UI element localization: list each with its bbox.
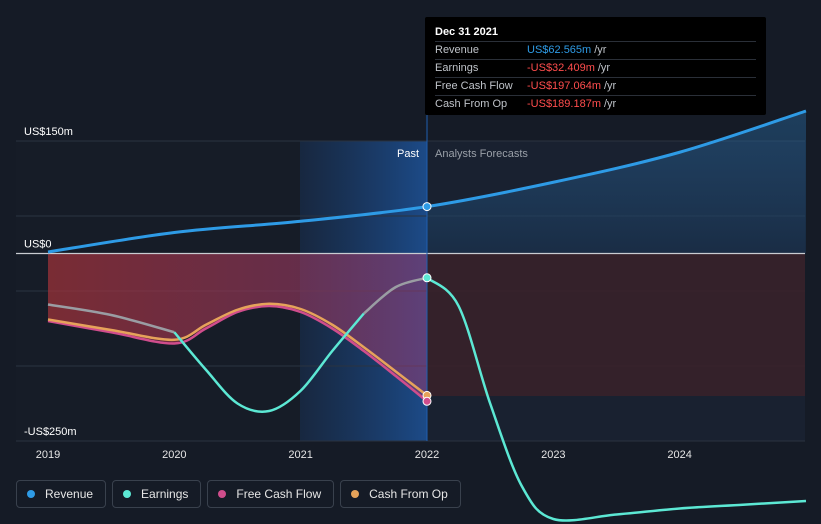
tooltip-label: Free Cash Flow — [435, 80, 513, 92]
marker-earnings — [422, 273, 432, 283]
legend-label: Earnings — [141, 487, 189, 501]
legend-dot-icon — [351, 490, 360, 498]
tooltip-date: Dec 31 2021 — [435, 26, 498, 38]
x-tick-label: 2020 — [162, 449, 186, 461]
legend-item-earnings[interactable]: Earnings — [112, 480, 202, 508]
legend-item-revenue[interactable]: Revenue — [16, 480, 107, 508]
forecast-negative-area — [427, 253, 805, 396]
legend-dot-icon — [218, 490, 227, 498]
tooltip-unit: /yr — [604, 80, 617, 92]
legend-item-cash-from-op[interactable]: Cash From Op — [340, 480, 461, 508]
tooltip-unit: /yr — [604, 98, 617, 110]
legend-label: Cash From Op — [369, 487, 448, 501]
tooltip: Dec 31 2021 Revenue US$62.565m /yr Earni… — [425, 17, 766, 115]
x-tick-label: 2024 — [667, 449, 691, 461]
y-axis-label: US$150m — [24, 126, 73, 138]
x-tick-label: 2019 — [36, 449, 60, 461]
x-tick-label: 2022 — [415, 449, 439, 461]
series-line-earnings — [173, 312, 365, 413]
tooltip-label: Earnings — [435, 62, 479, 74]
revenue-forecast-area — [427, 111, 806, 254]
series-line-earnings-recent — [363, 276, 428, 315]
tooltip-row-revenue: Revenue US$62.565m /yr — [435, 41, 756, 59]
tooltip-value: -US$197.064m — [527, 80, 601, 92]
tooltip-value: -US$189.187m — [527, 98, 601, 110]
legend: Revenue Earnings Free Cash Flow Cash Fro… — [16, 480, 461, 508]
tooltip-unit: /yr — [594, 44, 607, 56]
series-line-earnings-past — [47, 303, 175, 334]
y-axis-label: US$0 — [24, 239, 52, 251]
tooltip-label: Cash From Op — [435, 98, 508, 110]
past-negative-area — [48, 253, 427, 402]
tooltip-value: -US$32.409m — [527, 62, 595, 74]
tooltip-row-cash-from-op: Cash From Op -US$189.187m /yr — [435, 95, 756, 113]
legend-item-free-cash-flow[interactable]: Free Cash Flow — [207, 480, 335, 508]
marker-revenue — [422, 202, 432, 212]
legend-dot-icon — [123, 490, 132, 498]
series-line-cash-from-op — [47, 302, 428, 397]
forecast-label: Analysts Forecasts — [435, 148, 528, 160]
tooltip-label: Revenue — [435, 44, 480, 56]
legend-label: Revenue — [45, 487, 94, 501]
series-line-earnings-forecast — [426, 276, 807, 522]
tooltip-unit: /yr — [597, 62, 611, 74]
past-label: Past — [397, 148, 419, 160]
series-line-free-cash-flow — [47, 304, 428, 403]
y-axis-label: -US$250m — [24, 426, 77, 438]
tooltip-row-free-cash-flow: Free Cash Flow -US$197.064m /yr — [435, 77, 756, 95]
marker-free-cash-flow — [422, 396, 432, 406]
tooltip-value: US$62.565m — [527, 44, 592, 56]
tooltip-row-earnings: Earnings -US$32.409m /yr — [435, 59, 756, 77]
x-tick-label: 2021 — [288, 449, 312, 461]
legend-dot-icon — [27, 490, 35, 498]
legend-label: Free Cash Flow — [236, 487, 322, 501]
x-tick-label: 2023 — [541, 449, 565, 461]
